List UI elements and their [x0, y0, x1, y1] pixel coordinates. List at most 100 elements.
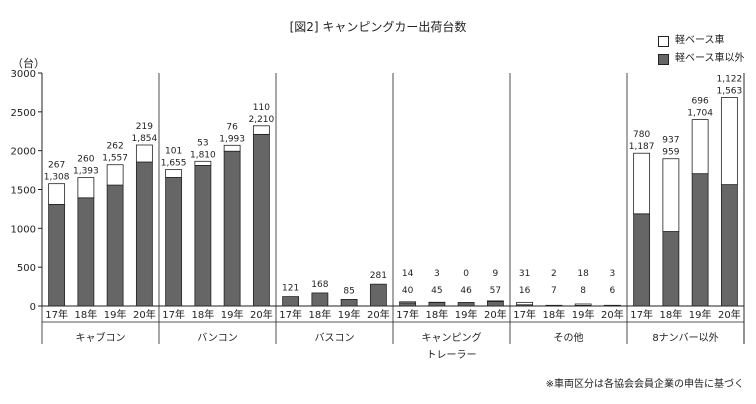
bar-nonkei: [633, 213, 651, 307]
x-tick-year-label: 18年: [75, 308, 98, 321]
data-label-nonkei: 281: [370, 271, 387, 281]
x-tick-year-label: 19年: [455, 308, 478, 321]
legend-swatch-kei: [658, 35, 669, 47]
group-label: バスコン: [315, 332, 355, 344]
data-label-kei: 76: [226, 122, 238, 132]
y-tick-label: 1000: [11, 224, 36, 235]
bar-nonkei: [662, 231, 680, 307]
x-tick-year-label: 19年: [572, 308, 595, 321]
group-label: その他: [554, 331, 584, 344]
data-label-nonkei: 40: [402, 286, 414, 296]
bar-nonkei: [720, 184, 738, 307]
bar-kei: [223, 144, 241, 152]
bar-kei: [194, 160, 212, 166]
bar-nonkei: [311, 292, 329, 307]
group-label: キャンピング: [422, 331, 482, 344]
bar-nonkei: [486, 301, 504, 307]
data-label-kei: 2: [551, 269, 557, 279]
data-label-kei: 262: [107, 142, 124, 152]
data-label-nonkei: 1,810: [190, 150, 216, 160]
bar-kei: [77, 177, 95, 199]
data-label-kei: 1,122: [716, 74, 742, 84]
data-label-kei: 31: [519, 269, 530, 279]
footnote: ※車両区分は各協会会員企業の申告に基づく: [545, 379, 744, 390]
group-label: トレーラー: [427, 349, 477, 361]
data-label-nonkei: 121: [282, 284, 299, 294]
data-label-nonkei: 6: [610, 286, 616, 296]
data-label-kei: 0: [463, 269, 469, 279]
bar-nonkei: [106, 184, 124, 307]
bar-nonkei: [194, 165, 212, 307]
bar-nonkei: [457, 302, 475, 307]
data-label-nonkei: 1,854: [131, 134, 157, 144]
x-tick-year-label: 17年: [45, 308, 68, 321]
legend: 軽ベース車 軽ベース車以外: [658, 32, 745, 68]
bar-kei: [691, 119, 709, 175]
x-tick-year-label: 18年: [426, 308, 449, 321]
bar-kei: [486, 300, 504, 302]
bar-kei: [662, 158, 680, 232]
x-tick-year-label: 17年: [279, 308, 302, 321]
bar-kei: [252, 125, 270, 135]
bar-nonkei: [369, 283, 387, 307]
data-label-nonkei: 2,210: [248, 115, 274, 125]
data-label-nonkei: 85: [343, 286, 354, 296]
data-label-kei: 219: [136, 122, 153, 132]
x-tick-year-label: 17年: [513, 308, 536, 321]
bar-nonkei: [77, 197, 95, 307]
y-unit-label: （台）: [12, 57, 45, 70]
bar-nonkei: [428, 302, 446, 307]
data-label-kei: 780: [633, 130, 650, 140]
legend-swatch-nonkei: [658, 53, 669, 65]
y-tick-label: 0: [30, 302, 36, 313]
x-tick-year-label: 20年: [133, 308, 156, 321]
bar-kei: [165, 169, 183, 178]
bar-nonkei: [135, 161, 153, 307]
data-label-kei: 696: [692, 97, 709, 107]
bar-kei: [516, 301, 534, 306]
bar-nonkei: [691, 173, 709, 307]
y-tick-label: 3000: [11, 69, 36, 80]
data-label-kei: 267: [48, 161, 65, 171]
data-label-kei: 18: [577, 269, 589, 279]
x-tick-year-label: 18年: [192, 308, 215, 321]
bar-nonkei: [282, 296, 300, 307]
bar-nonkei: [223, 150, 241, 307]
bar-nonkei: [340, 298, 358, 307]
data-label-kei: 3: [610, 269, 616, 279]
legend-item-nonkei: 軽ベース車以外: [658, 50, 745, 68]
bar-kei: [720, 97, 738, 186]
x-tick-year-label: 20年: [250, 308, 273, 321]
data-label-nonkei: 1,187: [629, 142, 655, 152]
data-label-nonkei: 1,308: [44, 173, 70, 183]
data-label-kei: 101: [165, 147, 182, 157]
group-label: 8ナンバー以外: [652, 332, 718, 344]
x-tick-year-label: 17年: [162, 308, 185, 321]
group-label: キャブコン: [76, 331, 126, 344]
data-label-kei: 9: [493, 269, 499, 279]
legend-label-nonkei: 軽ベース車以外: [675, 53, 745, 64]
bar-kei: [633, 152, 651, 215]
x-tick-year-label: 18年: [660, 308, 683, 321]
x-tick-year-label: 19年: [104, 308, 127, 321]
bar-nonkei: [165, 177, 183, 307]
x-tick-year-label: 20年: [484, 308, 507, 321]
data-label-nonkei: 8: [580, 286, 586, 296]
data-label-nonkei: 46: [460, 286, 472, 296]
data-label-kei: 53: [197, 138, 208, 148]
bar-kei: [106, 164, 124, 186]
bar-kei: [574, 303, 592, 306]
y-tick-label: 1500: [11, 186, 36, 197]
y-tick-label: 2500: [11, 108, 36, 119]
y-tick-label: 500: [17, 263, 36, 274]
data-label-nonkei: 16: [519, 286, 531, 296]
bar-nonkei: [48, 204, 66, 307]
data-label-nonkei: 7: [551, 286, 557, 296]
data-label-kei: 110: [253, 103, 270, 113]
data-label-nonkei: 1,993: [219, 134, 245, 144]
data-label-nonkei: 1,393: [73, 167, 99, 177]
x-tick-year-label: 17年: [630, 308, 653, 321]
legend-label-kei: 軽ベース車: [675, 35, 725, 46]
x-tick-year-label: 19年: [221, 308, 244, 321]
